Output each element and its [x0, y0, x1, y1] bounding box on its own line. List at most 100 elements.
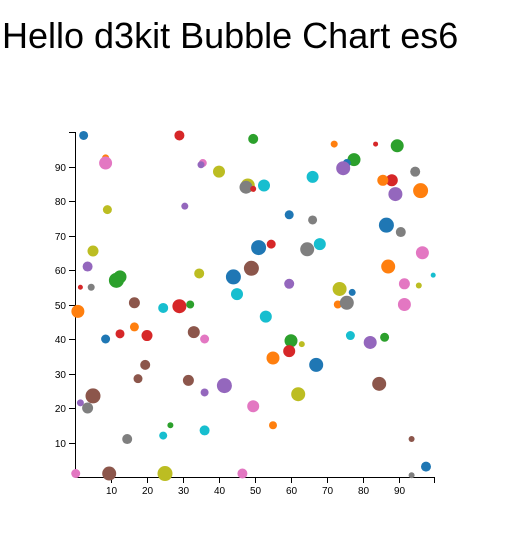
bubble[interactable] — [378, 217, 394, 233]
bubble[interactable] — [421, 461, 431, 472]
bubble[interactable] — [250, 185, 257, 192]
bubble[interactable] — [251, 240, 267, 256]
bubble[interactable] — [129, 322, 139, 332]
x-tick-label: 50 — [250, 486, 262, 497]
bubble[interactable] — [363, 335, 377, 349]
bubble[interactable] — [381, 259, 396, 274]
bubble[interactable] — [313, 238, 326, 251]
bubble[interactable] — [77, 284, 83, 290]
bubble[interactable] — [284, 210, 294, 220]
bubble[interactable] — [269, 421, 277, 430]
bubble[interactable] — [332, 281, 347, 296]
bubble[interactable] — [181, 202, 189, 210]
bubble[interactable] — [76, 399, 84, 407]
bubble[interactable] — [385, 174, 398, 187]
bubble[interactable] — [300, 242, 315, 257]
bubble[interactable] — [102, 205, 112, 215]
bubble[interactable] — [380, 332, 390, 342]
x-tick-label: 80 — [358, 486, 370, 497]
bubble[interactable] — [308, 215, 318, 225]
bubble[interactable] — [140, 359, 151, 370]
bubble[interactable] — [395, 227, 406, 238]
bubble[interactable] — [408, 436, 415, 443]
bubble[interactable] — [430, 272, 436, 278]
bubble[interactable] — [398, 278, 410, 290]
bubble[interactable] — [259, 310, 272, 323]
bubble[interactable] — [216, 378, 232, 394]
bubble[interactable] — [372, 376, 387, 391]
bubble[interactable] — [141, 330, 153, 342]
bubble[interactable] — [345, 331, 355, 341]
x-tick-label: 70 — [322, 486, 334, 497]
bubble[interactable] — [199, 425, 210, 436]
bubble[interactable] — [133, 374, 143, 384]
bubble[interactable] — [415, 282, 422, 289]
bubble[interactable] — [333, 300, 342, 309]
bubble[interactable] — [373, 141, 379, 147]
bubble[interactable] — [71, 304, 85, 318]
bubble[interactable] — [348, 288, 356, 296]
x-tick-label: 60 — [286, 486, 298, 497]
bubble[interactable] — [239, 180, 253, 194]
bubble[interactable] — [306, 170, 319, 183]
bubble[interactable] — [237, 468, 248, 479]
bubble[interactable] — [231, 288, 243, 301]
bubble[interactable] — [336, 161, 351, 176]
chart-axes: 10 20 30 40 50 60 70 80 90 10 20 30 40 50 60 70 80 90 — [55, 132, 435, 497]
bubble[interactable] — [172, 299, 187, 314]
bubble[interactable] — [258, 179, 270, 192]
bubble[interactable] — [415, 246, 429, 260]
bubble[interactable] — [388, 187, 403, 202]
bubble[interactable] — [85, 388, 101, 404]
bubble[interactable] — [102, 466, 117, 481]
bubble[interactable] — [159, 431, 168, 440]
bubble[interactable] — [408, 472, 415, 479]
bubble[interactable] — [390, 139, 404, 153]
bubble[interactable] — [186, 300, 195, 309]
bubble[interactable] — [174, 130, 185, 141]
bubble[interactable] — [413, 183, 429, 199]
bubble[interactable] — [330, 140, 338, 148]
bubble[interactable] — [200, 388, 209, 397]
bubble[interactable] — [298, 341, 305, 348]
bubble[interactable] — [377, 174, 389, 186]
bubble[interactable] — [79, 130, 89, 140]
bubble[interactable] — [225, 269, 241, 285]
bubble[interactable] — [200, 334, 210, 344]
bubble[interactable] — [113, 270, 127, 284]
bubble[interactable] — [71, 469, 81, 479]
bubble[interactable] — [115, 329, 125, 339]
bubble[interactable] — [82, 261, 93, 272]
bubble[interactable] — [248, 133, 259, 144]
y-tick-label: 40 — [55, 335, 67, 346]
bubble[interactable] — [247, 400, 260, 413]
bubble[interactable] — [87, 283, 95, 291]
bubble[interactable] — [397, 298, 411, 311]
bubble[interactable] — [128, 297, 140, 309]
bubble[interactable] — [182, 374, 194, 386]
bubble[interactable] — [291, 387, 306, 402]
bubble[interactable] — [87, 245, 99, 257]
bubble[interactable] — [243, 260, 259, 276]
bubble[interactable] — [101, 334, 111, 344]
bubble[interactable] — [339, 295, 354, 310]
x-axis-ticks: 10 20 30 40 50 60 70 80 90 — [106, 477, 435, 497]
bubble[interactable] — [284, 278, 295, 289]
bubble[interactable] — [284, 334, 298, 348]
bubble[interactable] — [158, 302, 169, 313]
bubble[interactable] — [266, 239, 276, 249]
bubble[interactable] — [167, 422, 174, 429]
bubble[interactable] — [283, 345, 296, 358]
bubble[interactable] — [410, 166, 421, 177]
bubble[interactable] — [194, 268, 205, 279]
y-tick-label: 90 — [55, 163, 67, 174]
bubble[interactable] — [122, 434, 133, 445]
bubble[interactable] — [213, 165, 225, 178]
bubble[interactable] — [187, 326, 200, 339]
bubble[interactable] — [266, 351, 280, 365]
bubble[interactable] — [157, 466, 173, 482]
bubble[interactable] — [197, 161, 205, 169]
bubble[interactable] — [82, 402, 94, 414]
bubble[interactable] — [309, 357, 324, 372]
bubble[interactable] — [99, 156, 113, 170]
